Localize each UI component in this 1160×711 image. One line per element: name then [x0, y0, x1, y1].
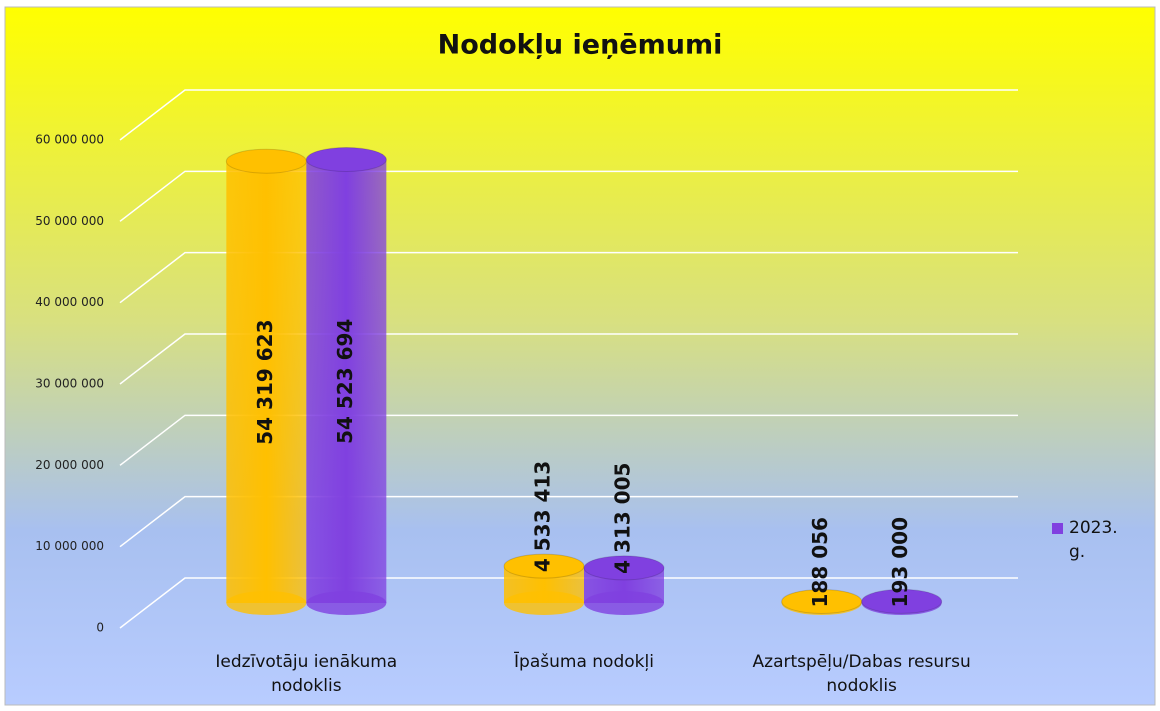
data-label: 193 000: [888, 517, 912, 607]
y-tick-label: 40 000 000: [35, 295, 104, 309]
bar-top: [583, 555, 665, 581]
x-tick-label: Iedzīvotāju ienākuma nodoklis: [215, 652, 398, 696]
grid-line: [119, 89, 1018, 141]
data-label: 188 056: [808, 517, 832, 607]
y-tick-label: 20 000 000: [35, 458, 104, 472]
y-tick-label: 0: [96, 621, 104, 635]
data-label: 54 319 623: [253, 319, 277, 444]
grid-line: [119, 577, 1018, 629]
y-tick-label: 50 000 000: [35, 214, 104, 228]
legend-label: 2023.g.: [1069, 518, 1118, 562]
data-label: 4 533 413: [531, 461, 555, 572]
bar-top: [503, 553, 585, 579]
legend: 2023.g.: [1052, 516, 1125, 564]
bar-top: [305, 147, 387, 173]
x-tick-label: Azartspēļu/Dabas resursu nodoklis: [752, 652, 971, 696]
x-tick-label: Īpašuma nodokļi: [514, 652, 654, 672]
legend-swatch: [1052, 523, 1063, 534]
y-tick-label: 10 000 000: [35, 539, 104, 553]
grid-line: [119, 333, 1018, 385]
grid-line: [119, 495, 1018, 548]
grid-line: [119, 414, 1018, 466]
data-label: 4 313 005: [611, 463, 635, 574]
data-label: 54 523 694: [333, 319, 357, 444]
chart-title: Nodokļu ieņēmumi: [438, 30, 723, 61]
y-tick-label: 30 000 000: [35, 377, 104, 391]
y-tick-label: 60 000 000: [35, 133, 104, 147]
bar: [306, 159, 387, 603]
grid-line: [119, 251, 1018, 304]
bar-top: [861, 588, 943, 614]
grid-line: [119, 170, 1018, 222]
bar: [226, 161, 307, 604]
bar-top: [225, 148, 307, 174]
